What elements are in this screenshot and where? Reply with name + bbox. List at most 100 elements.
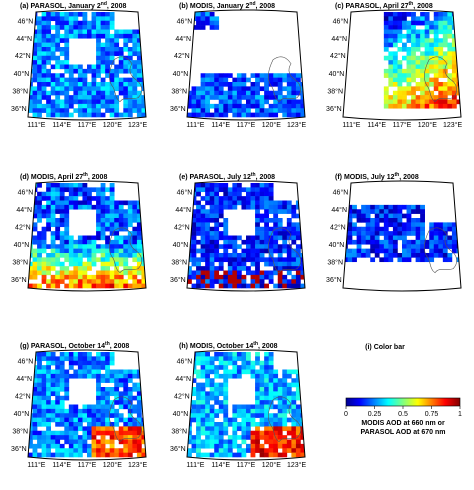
aod-cell xyxy=(200,244,206,249)
aod-cell xyxy=(264,95,269,100)
aod-cell xyxy=(200,239,206,245)
aod-cell xyxy=(77,417,83,423)
aod-cell xyxy=(406,55,412,61)
aod-cell xyxy=(109,218,115,223)
aod-cell xyxy=(447,16,453,22)
aod-cell xyxy=(388,33,394,39)
aod-cell xyxy=(282,209,288,214)
aod-cell xyxy=(37,95,42,100)
aod-cell xyxy=(291,103,297,109)
aod-cell xyxy=(141,266,146,271)
aod-cell xyxy=(236,244,242,249)
aod-cell xyxy=(268,209,274,214)
aod-cell xyxy=(109,274,115,280)
aod-cell xyxy=(383,235,389,241)
aod-cell xyxy=(447,73,453,78)
aod-cell xyxy=(123,270,129,276)
aod-cell xyxy=(397,213,403,219)
aod-cell xyxy=(64,77,70,83)
aod-cell xyxy=(91,33,97,39)
aod-cell xyxy=(82,448,88,453)
aod-cell xyxy=(218,422,224,427)
lon-tick-label: 123°E xyxy=(287,121,306,129)
aod-cell xyxy=(415,239,421,245)
aod-cell xyxy=(241,200,247,206)
aod-cell xyxy=(264,404,269,410)
aod-cell xyxy=(273,213,279,219)
aod-cell xyxy=(383,209,389,214)
aod-cell xyxy=(415,86,421,92)
aod-cell xyxy=(236,270,242,276)
lat-tick-label: 42°N xyxy=(15,223,31,231)
aod-cell xyxy=(255,90,260,96)
aod-cell xyxy=(68,373,74,379)
aod-cell xyxy=(82,108,88,113)
aod-cell xyxy=(77,244,83,249)
aod-cell xyxy=(55,253,61,258)
aod-cell xyxy=(255,196,260,201)
aod-cell xyxy=(236,82,242,87)
aod-cell xyxy=(273,387,279,392)
aod-cell xyxy=(209,430,215,436)
aod-cell xyxy=(109,279,115,284)
aod-cell xyxy=(295,413,301,418)
aod-cell xyxy=(200,382,206,388)
aod-cell xyxy=(451,38,457,43)
aod-cell xyxy=(196,400,201,405)
aod-cell xyxy=(64,20,70,26)
aod-cell xyxy=(141,77,146,83)
aod-cell xyxy=(41,365,47,370)
aod-cell xyxy=(136,68,142,74)
aod-cell xyxy=(46,443,51,449)
aod-cell xyxy=(73,266,79,271)
aod-cell xyxy=(356,213,362,219)
aod-cell xyxy=(277,408,283,414)
aod-cell xyxy=(196,191,201,197)
aod-cell xyxy=(451,222,457,228)
aod-cell xyxy=(411,38,416,43)
aod-cell xyxy=(37,382,42,388)
aod-cell xyxy=(91,369,97,375)
aod-cell xyxy=(402,204,407,210)
aod-cell xyxy=(123,239,129,245)
aod-cell xyxy=(209,204,215,210)
aod-cell xyxy=(73,33,79,39)
aod-cell xyxy=(87,191,92,197)
aod-cell xyxy=(105,422,110,427)
aod-cell xyxy=(132,417,138,423)
aod-cell xyxy=(232,204,238,210)
aod-cell xyxy=(295,90,301,96)
aod-cell xyxy=(50,266,56,271)
aod-cell xyxy=(132,443,138,449)
aod-cell xyxy=(123,417,129,423)
aod-cell xyxy=(91,360,97,366)
aod-cell xyxy=(442,38,448,43)
aod-cell xyxy=(255,244,260,249)
aod-cell xyxy=(291,452,297,458)
aod-cell xyxy=(429,222,435,228)
aod-cell xyxy=(132,51,138,57)
aod-cell xyxy=(402,95,407,100)
aod-cell xyxy=(365,213,371,219)
aod-cell xyxy=(397,226,403,232)
aod-cell xyxy=(246,356,251,362)
aod-cell xyxy=(82,73,88,78)
aod-cell xyxy=(227,253,233,258)
aod-cell xyxy=(50,279,56,284)
aod-cell xyxy=(374,222,380,228)
aod-cell xyxy=(246,200,251,206)
aod-cell xyxy=(388,253,394,258)
aod-cell xyxy=(114,270,120,276)
aod-cell xyxy=(200,391,206,397)
aod-cell xyxy=(286,448,292,453)
aod-cell xyxy=(273,270,279,276)
aod-cell xyxy=(291,422,297,427)
aod-cell xyxy=(37,68,42,74)
aod-cell xyxy=(236,373,242,379)
aod-cell xyxy=(241,356,247,362)
aod-cell xyxy=(236,200,242,206)
aod-cell xyxy=(214,25,220,30)
aod-cell xyxy=(300,413,305,418)
aod-cell xyxy=(264,373,269,379)
aod-cell xyxy=(64,196,70,201)
